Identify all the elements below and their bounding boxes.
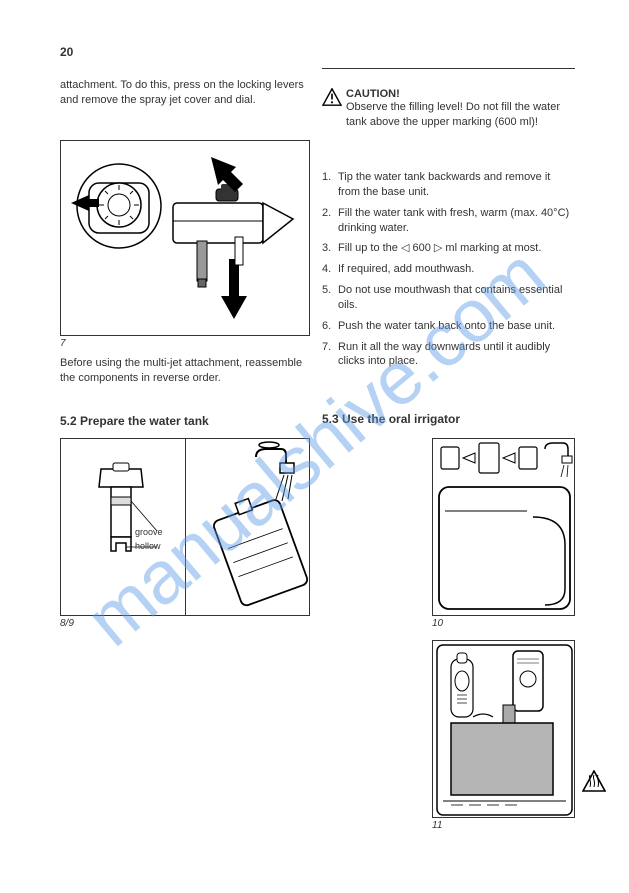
hot-surface-warning-icon [582,770,606,795]
figure-10-svg [433,439,576,617]
step-number: 4. [322,262,338,277]
warning-triangle-icon [322,88,342,106]
heading-5-3: 5.3 Use the oral irrigator [322,412,575,426]
figure-8-svg [61,439,186,617]
step-number: 2. [322,206,338,236]
figure-11-svg [433,641,576,819]
header-rule [322,68,575,69]
step-item: 2.Fill the water tank with fresh, warm (… [322,206,575,236]
step-item: 5.Do not use mouthwash that contains ess… [322,283,575,313]
caution-block: CAUTION! Observe the filling level! Do n… [322,88,575,130]
figure-10-caption: 10 [432,618,575,629]
step-item: 7.Run it all the way downwards until it … [322,340,575,370]
step-item: 1.Tip the water tank backwards and remov… [322,170,575,200]
step-text: If required, add mouthwash. [338,262,575,277]
left-para-1: attachment. To do this, press on the loc… [60,78,310,108]
label-hollow: hollow [135,541,161,551]
left-para-2: Before using the multi-jet attachment, r… [60,356,310,386]
figure-11-caption: 11 [432,820,575,831]
caution-text: Observe the filling level! Do not fill t… [346,100,575,130]
caution-label: CAUTION! [346,88,575,100]
step-number: 3. [322,241,338,256]
step-text: Fill up to the ◁ 600 ▷ ml marking at mos… [338,241,575,256]
step-item: 3.Fill up to the ◁ 600 ▷ ml marking at m… [322,241,575,256]
figure-8-9-caption: 8/9 [60,618,310,629]
figure-8-9: groove hollow [60,438,310,616]
page-number: 20 [60,45,73,59]
figure-7-caption: 7 [60,338,310,349]
figure-7 [60,140,310,336]
figure-7-svg [61,141,311,337]
step-item: 6.Push the water tank back onto the base… [322,319,575,334]
heading-text: 5.3 Use the oral irrigator [322,412,575,426]
figure-9-svg [186,439,311,617]
figure-11 [432,640,575,818]
step-text: Do not use mouthwash that contains essen… [338,283,575,313]
step-text: Fill the water tank with fresh, warm (ma… [338,206,575,236]
step-item: 4.If required, add mouthwash. [322,262,575,277]
figure-10 [432,438,575,616]
steps-list: 1.Tip the water tank backwards and remov… [322,170,575,375]
step-number: 5. [322,283,338,313]
step-text: Run it all the way downwards until it au… [338,340,575,370]
step-text: Push the water tank back onto the base u… [338,319,575,334]
step-text: Tip the water tank backwards and remove … [338,170,575,200]
step-number: 7. [322,340,338,370]
heading-5-2: 5.2 Prepare the water tank [60,414,310,428]
step-number: 6. [322,319,338,334]
step-number: 1. [322,170,338,200]
paragraph-text: Before using the multi-jet attachment, r… [60,356,310,386]
label-groove: groove [135,527,163,537]
paragraph-text: attachment. To do this, press on the loc… [60,78,310,108]
heading-text: 5.2 Prepare the water tank [60,414,310,428]
